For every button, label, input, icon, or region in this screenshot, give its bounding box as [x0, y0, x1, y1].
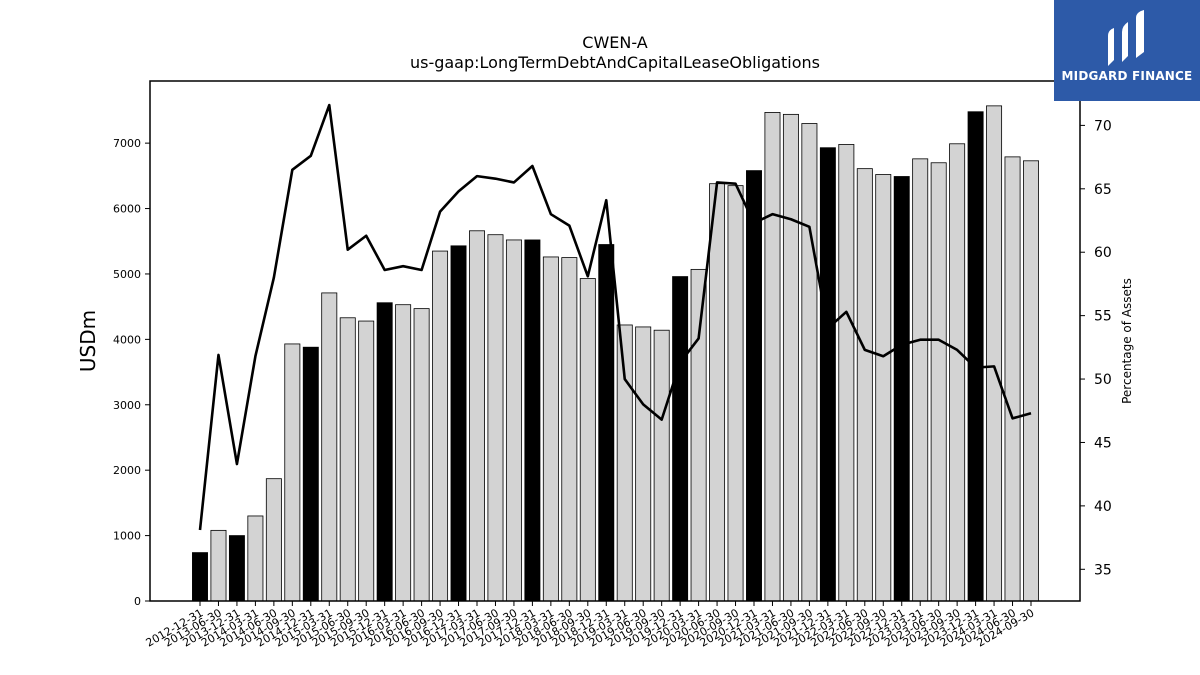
axes-layer	[145, 80, 1085, 606]
logo-text: MIDGARD FINANCE	[1061, 69, 1193, 83]
bar	[395, 304, 412, 602]
y-tick-label: 7000	[113, 137, 141, 150]
bar	[432, 250, 449, 602]
series-line-percentage-of-assets	[198, 103, 1032, 531]
y-axis-label: USDm	[76, 310, 100, 372]
bar	[653, 329, 670, 602]
bar	[284, 343, 301, 602]
bar	[542, 256, 559, 602]
bar	[469, 230, 485, 602]
line-layer	[198, 103, 1032, 531]
bar	[856, 168, 873, 602]
bar	[228, 535, 245, 602]
bar	[450, 245, 467, 602]
bar	[635, 326, 652, 602]
bar	[986, 105, 1003, 602]
y2-tick-label: 70	[1094, 118, 1112, 134]
bar	[358, 320, 375, 602]
bar	[764, 112, 781, 602]
bar	[727, 185, 744, 602]
bar	[561, 257, 578, 602]
bar	[192, 552, 208, 602]
bar	[265, 478, 282, 602]
bar	[505, 239, 522, 602]
bar	[893, 176, 910, 602]
bar	[949, 143, 966, 602]
bar	[210, 529, 227, 602]
y2-tick-label: 65	[1094, 182, 1112, 198]
bar	[875, 174, 892, 602]
bar	[616, 324, 633, 602]
y2-tick-label: 45	[1094, 435, 1112, 451]
bar	[339, 317, 356, 602]
bar	[321, 292, 338, 602]
y-tick-label: 1000	[113, 530, 141, 543]
y2-axis-label: Percentage of Assets	[1120, 278, 1134, 404]
logo-mark-icon	[1108, 10, 1144, 66]
chart-subtitle: us-gaap:LongTermDebtAndCapitalLeaseOblig…	[409, 53, 821, 72]
bar	[302, 346, 319, 602]
y-tick-label: 2000	[113, 464, 141, 477]
y-tick-label: 4000	[113, 333, 141, 346]
bar	[524, 239, 541, 602]
y2-tick-label: 50	[1094, 372, 1112, 388]
bar	[746, 170, 762, 602]
bar	[782, 113, 799, 602]
y2-tick-label: 55	[1094, 309, 1112, 325]
y2-tick-label: 60	[1094, 245, 1112, 261]
bars-layer	[192, 105, 1039, 602]
y-tick-label: 0	[134, 595, 141, 608]
bar	[801, 123, 818, 602]
bar	[598, 244, 615, 602]
y2-tick-label: 35	[1094, 562, 1112, 578]
y-tick-label: 3000	[113, 399, 141, 412]
bar	[967, 111, 984, 602]
bar	[912, 158, 929, 602]
bar	[247, 515, 264, 602]
plot-frame	[149, 80, 1081, 602]
bar	[672, 276, 689, 602]
labels-layer: 0 1000 2000 3000 4000 5000 6000 7000 35 40 45 50 55 6…	[76, 118, 1134, 649]
bar	[487, 234, 504, 602]
bar	[376, 302, 393, 602]
bar	[1004, 156, 1021, 602]
bar	[838, 144, 855, 602]
bar	[579, 278, 596, 602]
chart-title: CWEN-A	[582, 33, 648, 52]
bar	[690, 268, 707, 602]
midgard-finance-logo: MIDGARD FINANCE	[1054, 0, 1200, 101]
bar	[413, 308, 430, 602]
bar	[819, 147, 836, 602]
bar	[709, 183, 726, 602]
bar	[930, 162, 947, 602]
bar	[1023, 160, 1039, 602]
y-tick-label: 5000	[113, 268, 141, 281]
y-tick-label: 6000	[113, 203, 141, 216]
y2-tick-label: 40	[1094, 499, 1112, 515]
